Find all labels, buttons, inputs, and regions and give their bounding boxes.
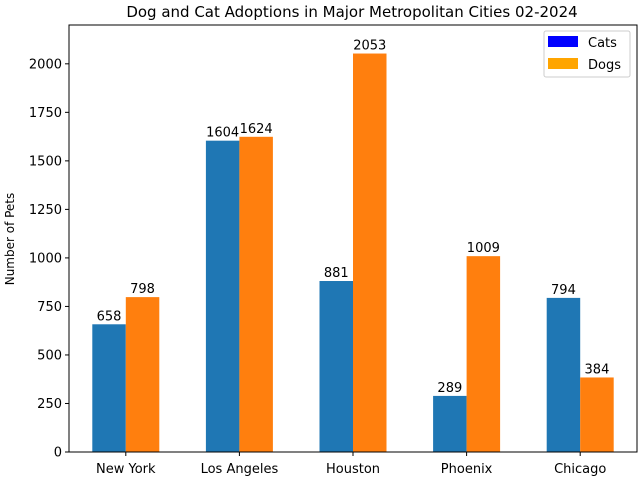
bar-cats-3 — [433, 395, 467, 452]
legend-label-dogs: Dogs — [588, 58, 621, 73]
data-label-dogs-4: 384 — [585, 362, 610, 377]
x-tick-label: Los Angeles — [201, 462, 279, 477]
bar-dogs-4 — [580, 377, 614, 452]
x-tick-label: Houston — [326, 462, 380, 477]
legend-label-cats: Cats — [588, 36, 617, 51]
y-tick-label: 750 — [37, 300, 62, 315]
data-label-cats-4: 794 — [551, 283, 576, 298]
data-label-dogs-1: 1624 — [240, 122, 273, 137]
bar-cats-2 — [319, 281, 353, 452]
x-tick-label: New York — [96, 462, 156, 477]
data-label-dogs-0: 798 — [130, 282, 155, 297]
x-tick-label: Chicago — [554, 462, 606, 477]
y-tick-label: 1750 — [29, 106, 62, 121]
bar-dogs-2 — [353, 53, 387, 452]
data-label-cats-0: 658 — [97, 309, 122, 324]
legend-swatch-cats — [548, 36, 578, 47]
y-tick-label: 2000 — [29, 57, 62, 72]
bar-cats-1 — [205, 140, 240, 453]
legend-swatch-dogs — [548, 58, 578, 69]
data-label-dogs-2: 2053 — [353, 39, 386, 54]
data-labels-layer: 658 1604 881 289 794 798 1624 2053 1009 384 — [97, 39, 610, 396]
chart-title: Dog and Cat Adoptions in Major Metropoli… — [126, 3, 577, 21]
x-tick-label: Phoenix — [441, 462, 493, 477]
data-label-cats-3: 289 — [437, 381, 462, 396]
bar-dogs-0 — [125, 297, 160, 452]
y-tick-label: 1000 — [29, 251, 62, 266]
y-tick-label: 1250 — [29, 203, 62, 218]
bar-dogs-1 — [239, 136, 273, 452]
y-tick-label: 0 — [54, 446, 62, 461]
y-tick-label: 500 — [37, 348, 62, 363]
data-label-cats-2: 881 — [324, 266, 349, 281]
data-label-dogs-3: 1009 — [467, 241, 500, 256]
bars-layer — [92, 53, 614, 453]
bar-dogs-3 — [466, 256, 501, 452]
data-label-cats-1: 1604 — [206, 126, 239, 141]
y-axis-label: Number of Pets — [3, 193, 17, 286]
y-tick-label: 1500 — [29, 154, 62, 169]
bar-cats-0 — [92, 324, 126, 452]
bar-cats-4 — [546, 297, 581, 452]
axes-layer: 0 250 500 750 1000 1250 1500 1750 2000 New York Lo… — [29, 24, 638, 477]
legend: Cats Dogs — [543, 30, 631, 78]
y-tick-label: 250 — [37, 397, 62, 412]
